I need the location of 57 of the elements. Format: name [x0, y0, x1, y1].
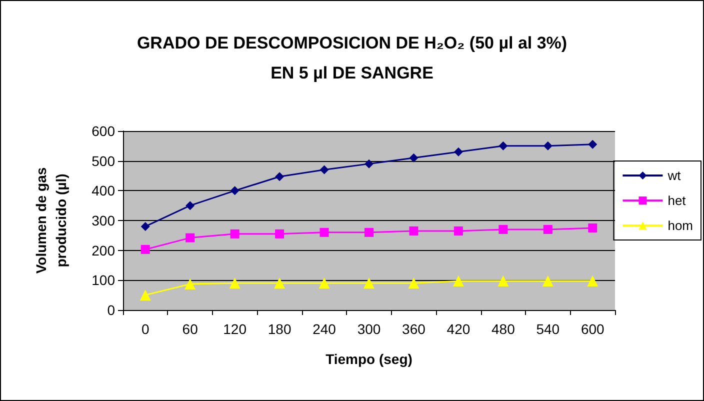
point [452, 276, 464, 287]
point [275, 172, 284, 182]
point [408, 278, 420, 289]
point [543, 224, 552, 234]
point [454, 147, 463, 156]
x-tick-label: 300 [357, 321, 381, 337]
point [364, 228, 374, 237]
legend-label: het [668, 193, 686, 208]
y-tick-label: 100 [92, 272, 116, 288]
x-tick-label: 540 [536, 321, 560, 337]
point [364, 159, 374, 168]
point [409, 226, 418, 236]
x-tick-label: 480 [492, 321, 516, 337]
point [230, 229, 240, 238]
legend-label: wt [666, 168, 682, 183]
point [184, 278, 196, 290]
chart-title: GRADO DE DESCOMPOSICION DE H₂O₂ (50 µl al 3%) EN 5 µl DE SANGRE [136, 34, 568, 82]
point [320, 165, 329, 174]
point [498, 141, 508, 150]
point [186, 233, 195, 242]
point [588, 140, 598, 149]
point [318, 278, 330, 289]
point [542, 276, 554, 287]
x-tick-label: 0 [141, 321, 150, 337]
x-axis-title: Tiempo (seg) [326, 351, 412, 367]
point [543, 141, 552, 150]
x-tick-label: 600 [580, 321, 605, 337]
point [275, 229, 284, 238]
point [320, 228, 329, 237]
y-tick-label: 300 [92, 212, 116, 228]
point [364, 278, 374, 289]
x-tick-label: 240 [312, 321, 336, 337]
point [186, 201, 195, 210]
x-tick-label: 180 [268, 321, 292, 337]
point [498, 276, 509, 287]
x-tick-label: 360 [402, 321, 426, 337]
x-tick-label: 60 [182, 321, 198, 337]
point [140, 290, 151, 301]
point [454, 226, 463, 236]
point [588, 223, 598, 232]
y-axis-title: Volumen de gas producido (µl) [33, 167, 69, 274]
y-tick-label: 500 [92, 152, 116, 169]
x-tick-label: 120 [223, 321, 247, 337]
point [274, 278, 286, 289]
y-tick-label: 0 [107, 302, 116, 318]
point [229, 278, 240, 289]
point [587, 276, 598, 287]
x-tick-label: 420 [446, 321, 470, 337]
point [409, 153, 418, 162]
y-tick-label: 200 [92, 242, 116, 258]
point [140, 244, 150, 254]
legend-label: hom [668, 218, 694, 233]
point [140, 222, 150, 231]
y-tick-label: 600 [92, 123, 116, 139]
point [230, 186, 240, 196]
y-tick-label: 400 [92, 182, 116, 199]
point [498, 224, 508, 234]
